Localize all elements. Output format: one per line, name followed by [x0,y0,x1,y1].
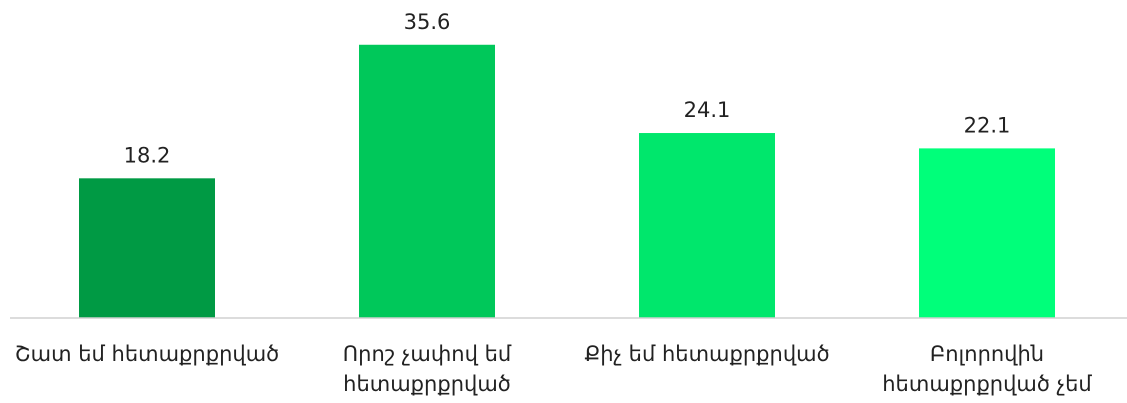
x-tick-label-line: հետաքրքրված չեմ [882,372,1092,396]
bar [79,178,215,318]
x-tick-label-line: Շատ եմ հետաքրքրված [15,342,279,366]
value-label: 22.1 [964,113,1011,137]
x-tick-label-line: հետաքրքրված [343,372,511,396]
value-label: 35.6 [404,10,451,34]
x-tick-label-line: Բոլորովին [930,342,1044,366]
x-tick-label: Բոլորովին հետաքրքրված չեմ [882,342,1092,396]
bar [919,148,1055,318]
bar [359,44,495,319]
value-label: 24.1 [684,98,731,122]
x-tick-label: Քիչ եմ հետաքրքրված [584,342,829,366]
x-tick-label-line: Քիչ եմ հետաքրքրված [584,342,829,366]
x-tick-label: Շատ եմ հետաքրքրված [15,342,279,366]
x-tick-label: Որոշ չափով եմ հետաքրքրված [343,342,512,396]
value-label: 18.2 [124,143,171,167]
x-tick-label-line: Որոշ չափով եմ [343,342,512,366]
bar [639,133,775,318]
